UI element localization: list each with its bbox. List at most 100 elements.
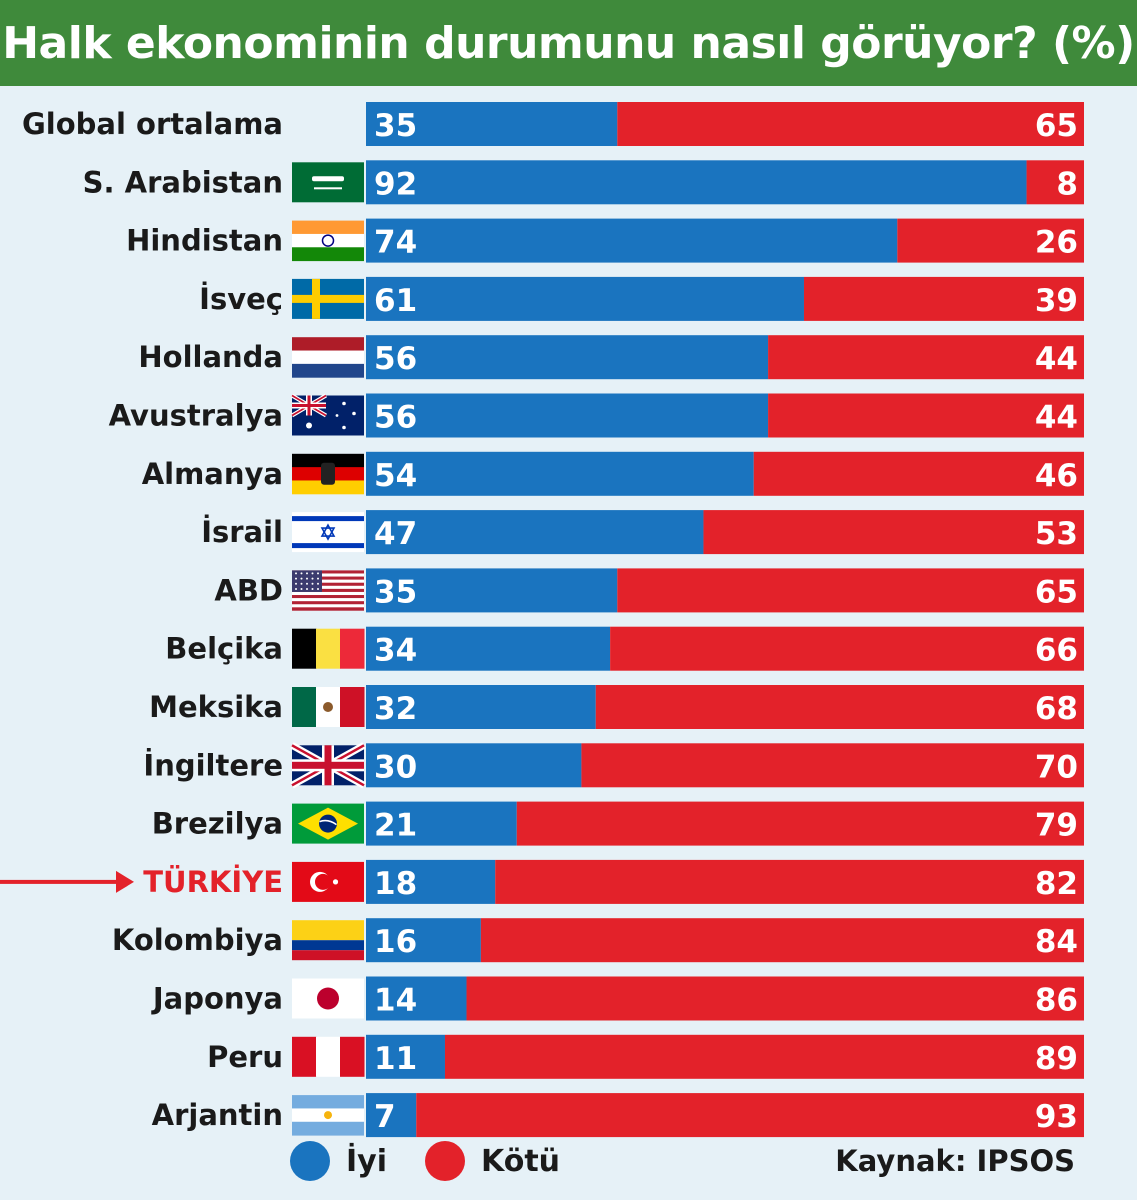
- bar-good: [366, 451, 754, 496]
- usa-flag-icon: [292, 570, 364, 611]
- value-label-good: 21: [374, 808, 417, 844]
- category-label: İsrail: [201, 515, 283, 549]
- value-label-bad: 65: [1035, 574, 1078, 610]
- legend-good-label: İyi: [346, 1143, 388, 1179]
- bar-bad: [753, 451, 1084, 496]
- value-label-good: 74: [374, 225, 417, 261]
- belgium-flag-icon: [292, 628, 365, 669]
- value-label-bad: 84: [1035, 924, 1078, 960]
- bar-bad: [610, 626, 1084, 671]
- bar-bad: [516, 801, 1084, 846]
- mexico-flag-icon: [292, 687, 365, 727]
- bar-bad: [703, 510, 1084, 555]
- value-label-good: 11: [374, 1041, 417, 1077]
- highlight-arrow-icon: [0, 870, 134, 893]
- value-label-good: 56: [374, 400, 417, 436]
- category-label: Peru: [207, 1040, 283, 1074]
- category-label: Kolombiya: [112, 923, 283, 957]
- category-label: Hindistan: [126, 224, 283, 258]
- legend-item-bad: Kötü: [425, 1141, 560, 1181]
- turkey-flag-icon: [292, 861, 364, 902]
- value-label-good: 30: [374, 749, 417, 785]
- bar-good: [366, 743, 582, 788]
- bar-good: [366, 1093, 417, 1138]
- legend: İyi Kötü: [290, 1138, 598, 1184]
- value-label-good: 34: [374, 633, 417, 669]
- bar-good: [366, 276, 804, 321]
- value-label-good: 56: [374, 341, 417, 377]
- saudi-arabia-flag-icon: [292, 162, 364, 203]
- value-label-bad: 82: [1035, 866, 1078, 902]
- legend-bad-label: Kötü: [481, 1143, 561, 1179]
- bar-good: [366, 218, 898, 263]
- value-label-bad: 86: [1035, 983, 1078, 1019]
- india-flag-icon: [292, 220, 364, 262]
- value-label-bad: 70: [1035, 749, 1078, 785]
- value-label-bad: 44: [1035, 400, 1078, 436]
- value-label-bad: 93: [1035, 1099, 1078, 1135]
- value-label-bad: 89: [1035, 1041, 1078, 1077]
- value-label-bad: 39: [1035, 283, 1078, 319]
- peru-flag-icon: [292, 1036, 365, 1077]
- category-label: İsveç: [199, 282, 283, 316]
- bar-bad: [416, 1093, 1084, 1138]
- category-label: Avustralya: [109, 399, 283, 433]
- argentina-flag-icon: [292, 1095, 364, 1136]
- bar-good: [366, 918, 481, 963]
- value-label-bad: 68: [1035, 691, 1078, 727]
- japan-flag-icon: [292, 978, 364, 1019]
- bar-good: [366, 102, 618, 146]
- category-label: İngiltere: [143, 748, 283, 782]
- source-label: Kaynak: IPSOS: [835, 1144, 1075, 1178]
- chart-title: Halk ekonominin durumunu nasıl görüyor? …: [2, 17, 1135, 69]
- bar-bad: [617, 102, 1084, 146]
- category-label: Arjantin: [152, 1098, 283, 1132]
- uk-flag-icon: [290, 742, 366, 789]
- germany-flag-icon: [292, 453, 364, 495]
- bar-good: [366, 335, 769, 380]
- sweden-flag-icon: [292, 278, 364, 319]
- value-label-bad: 26: [1035, 225, 1078, 261]
- value-label-bad: 44: [1035, 341, 1078, 377]
- category-label: Brezilya: [152, 807, 283, 841]
- value-label-good: 47: [374, 516, 417, 552]
- australia-flag-icon: [290, 393, 364, 436]
- bar-bad: [803, 276, 1084, 321]
- bar-good: [366, 393, 769, 438]
- brazil-flag-icon: [292, 803, 364, 844]
- bar-good: [366, 160, 1027, 205]
- bar-good: [366, 859, 496, 904]
- bar-good: [366, 1034, 445, 1079]
- value-label-bad: 46: [1035, 458, 1078, 494]
- israel-flag-icon: [292, 512, 364, 553]
- bar-good: [366, 685, 596, 729]
- value-label-good: 54: [374, 458, 417, 494]
- value-label-bad: 53: [1035, 516, 1078, 552]
- value-label-good: 32: [374, 691, 417, 727]
- netherlands-flag-icon: [292, 337, 364, 378]
- category-label: Japonya: [151, 982, 283, 1016]
- category-label: ABD: [214, 573, 283, 607]
- value-label-good: 35: [374, 574, 417, 610]
- title-bar: Halk ekonominin durumunu nasıl görüyor? …: [0, 0, 1137, 86]
- bar-bad: [480, 918, 1084, 963]
- bar-bad: [595, 685, 1084, 729]
- bar-bad: [1026, 160, 1084, 205]
- bar-bad: [581, 743, 1084, 788]
- category-label: Almanya: [142, 457, 283, 491]
- category-label: Meksika: [149, 690, 283, 724]
- bar-bad: [466, 976, 1084, 1021]
- value-label-good: 18: [374, 866, 417, 902]
- bar-good: [366, 801, 517, 846]
- bar-good: [366, 626, 611, 671]
- bar-bad: [617, 568, 1084, 613]
- value-label-good: 92: [374, 166, 417, 202]
- value-label-bad: 8: [1056, 166, 1078, 202]
- bar-bad: [897, 218, 1084, 263]
- value-label-bad: 79: [1035, 808, 1078, 844]
- category-label: TÜRKİYE: [143, 865, 283, 899]
- category-label: S. Arabistan: [83, 165, 283, 199]
- legend-good-dot: [290, 1141, 330, 1181]
- category-label: Belçika: [165, 632, 283, 666]
